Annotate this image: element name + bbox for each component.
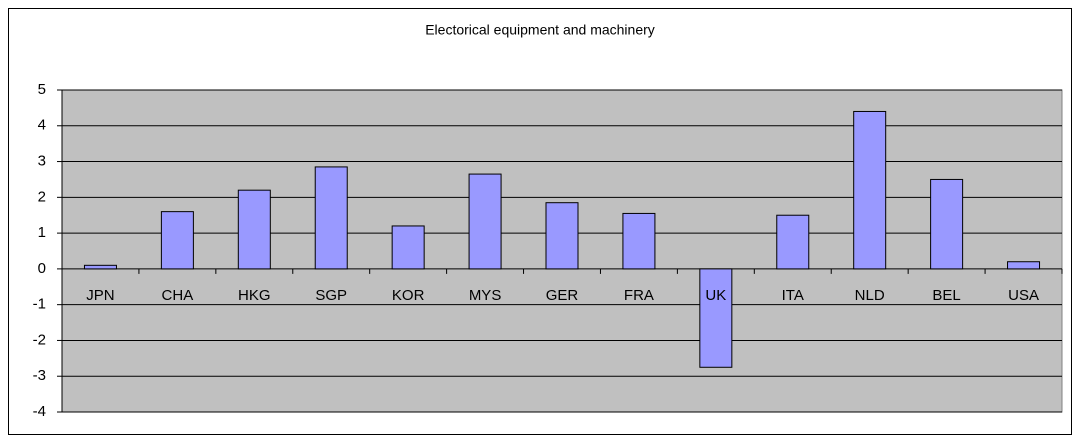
x-tick-label: ITA bbox=[782, 287, 804, 304]
bar bbox=[468, 173, 502, 270]
x-tick-label: JPN bbox=[86, 287, 114, 304]
y-tick-label: 0 bbox=[38, 260, 46, 277]
bar bbox=[699, 268, 733, 368]
x-tick-label: FRA bbox=[624, 287, 654, 304]
bar bbox=[391, 225, 425, 270]
y-tick-label: 3 bbox=[38, 153, 46, 170]
bar bbox=[160, 211, 194, 270]
x-tick-label: NLD bbox=[855, 287, 885, 304]
x-tick-label: KOR bbox=[392, 287, 425, 304]
bar bbox=[83, 264, 117, 270]
y-tick-label: 1 bbox=[38, 224, 46, 241]
bar bbox=[1007, 261, 1041, 270]
x-tick-label: GER bbox=[546, 287, 579, 304]
bar bbox=[930, 178, 964, 270]
x-tick-label: SGP bbox=[315, 287, 347, 304]
bar bbox=[853, 110, 887, 270]
x-tick-label: CHA bbox=[162, 287, 194, 304]
y-tick-label: -1 bbox=[33, 296, 46, 313]
y-tick-label: 2 bbox=[38, 188, 46, 205]
chart-title: Electorical equipment and machinery bbox=[425, 22, 655, 38]
bar bbox=[622, 212, 656, 270]
bar bbox=[776, 214, 810, 270]
x-tick-label: UK bbox=[705, 287, 726, 304]
x-tick-label: MYS bbox=[469, 287, 502, 304]
bar bbox=[314, 166, 348, 270]
x-tick-label: HKG bbox=[238, 287, 271, 304]
y-tick-label: -2 bbox=[33, 331, 46, 348]
y-tick-label: -3 bbox=[33, 367, 46, 384]
y-tick-label: 5 bbox=[38, 81, 46, 98]
bar bbox=[545, 202, 579, 270]
y-tick-label: 4 bbox=[38, 117, 46, 134]
x-tick-label: BEL bbox=[932, 287, 960, 304]
y-tick-label: -4 bbox=[33, 403, 46, 420]
bar bbox=[237, 189, 271, 270]
x-tick-label: USA bbox=[1008, 287, 1039, 304]
